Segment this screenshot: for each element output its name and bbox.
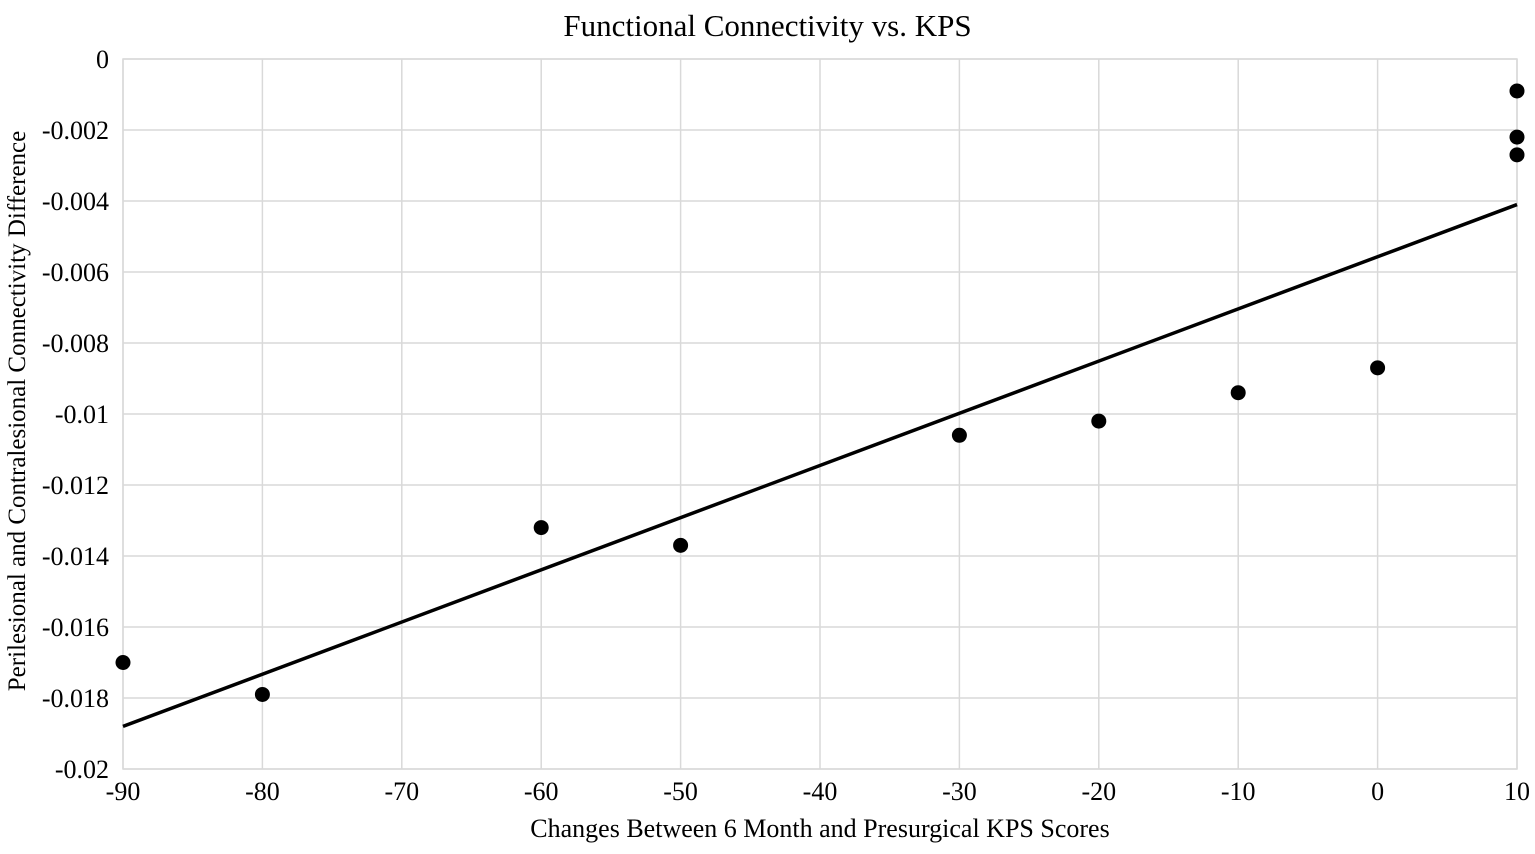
x-tick-label: -50: [663, 777, 698, 806]
x-axis-title: Changes Between 6 Month and Presurgical …: [530, 814, 1110, 843]
x-tick-label: 10: [1504, 777, 1530, 806]
data-point: [254, 686, 270, 702]
data-point: [1091, 413, 1107, 429]
y-tick-label: -0.008: [42, 329, 109, 358]
data-point: [1230, 385, 1246, 401]
x-tick-label: -70: [384, 777, 419, 806]
y-tick-label: -0.002: [42, 116, 109, 145]
x-tick-label: -90: [106, 777, 141, 806]
data-point: [1509, 147, 1525, 163]
chart-title: Functional Connectivity vs. KPS: [563, 8, 972, 43]
data-point: [1370, 360, 1386, 376]
y-tick-label: -0.012: [42, 471, 109, 500]
y-tick-label: -0.006: [42, 258, 109, 287]
y-tick-label: -0.004: [42, 187, 109, 216]
y-tick-label: -0.018: [42, 684, 109, 713]
x-tick-label: -60: [524, 777, 559, 806]
x-tick-label: -40: [803, 777, 838, 806]
data-point: [673, 537, 689, 553]
x-tick-label: -20: [1081, 777, 1116, 806]
y-tick-label: -0.02: [55, 755, 109, 784]
plot-frame: [122, 58, 1518, 770]
y-tick-label: -0.014: [42, 542, 109, 571]
y-tick-label: -0.016: [42, 613, 109, 642]
data-point: [115, 655, 131, 670]
x-tick-label: -80: [245, 777, 280, 806]
y-tick-label: 0: [96, 45, 109, 74]
data-point: [1509, 83, 1525, 99]
y-tick-label: -0.01: [55, 400, 109, 429]
x-tick-label: -30: [942, 777, 977, 806]
data-point: [1509, 129, 1525, 145]
trend-line: [122, 202, 1518, 729]
data-point: [951, 427, 967, 443]
x-tick-label: 0: [1371, 777, 1384, 806]
x-tick-label: -10: [1221, 777, 1256, 806]
data-point: [533, 520, 549, 536]
